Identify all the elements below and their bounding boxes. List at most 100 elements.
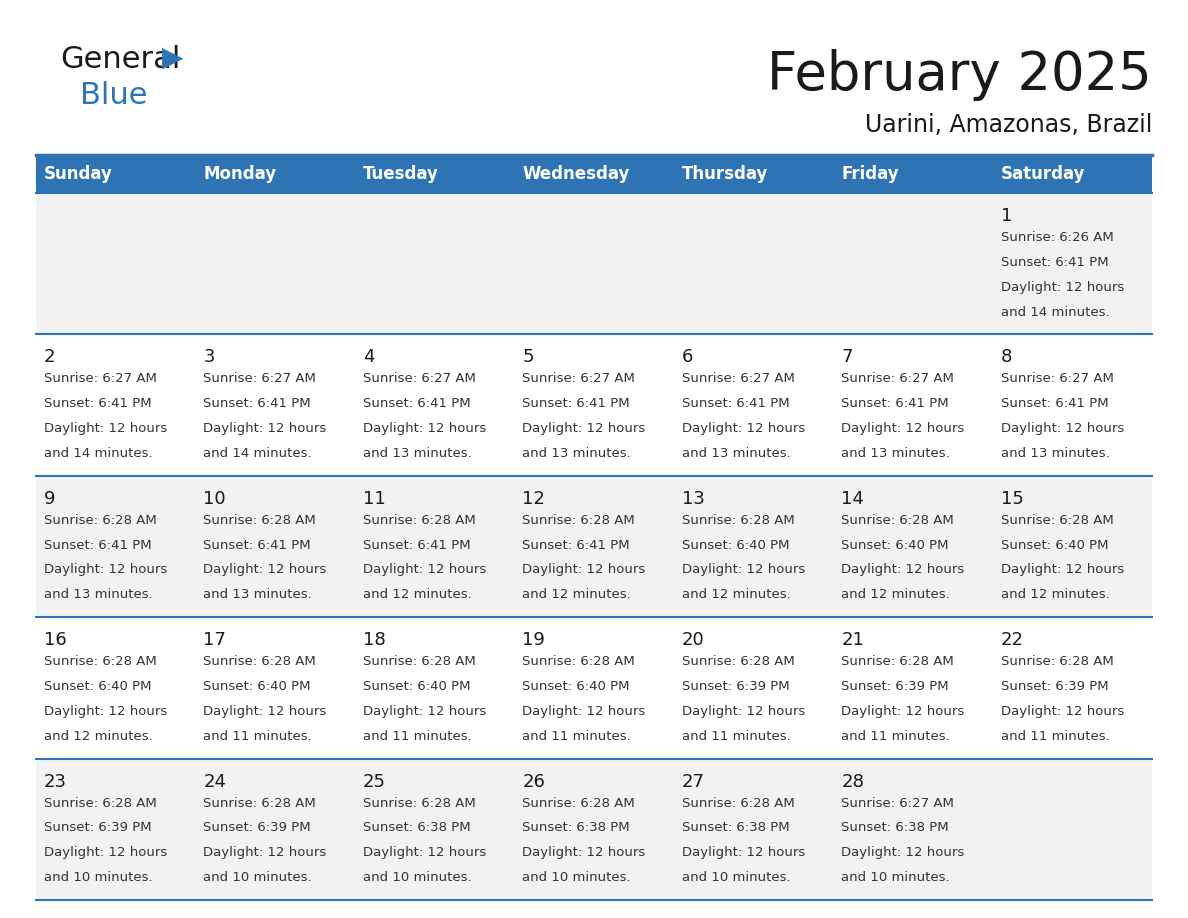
Text: Sunset: 6:40 PM: Sunset: 6:40 PM [203,680,311,693]
Text: Wednesday: Wednesday [523,165,630,183]
Text: Daylight: 12 hours: Daylight: 12 hours [203,846,327,859]
Text: Daylight: 12 hours: Daylight: 12 hours [841,705,965,718]
Text: Sunrise: 6:28 AM: Sunrise: 6:28 AM [203,655,316,668]
Text: Sunset: 6:41 PM: Sunset: 6:41 PM [44,539,152,552]
Text: Sunrise: 6:28 AM: Sunrise: 6:28 AM [523,655,636,668]
Text: Blue: Blue [80,81,147,109]
Text: 9: 9 [44,490,56,508]
Text: Saturday: Saturday [1000,165,1085,183]
Bar [36,334,1152,476]
Text: Sunrise: 6:28 AM: Sunrise: 6:28 AM [682,655,795,668]
Text: Uarini, Amazonas, Brazil: Uarini, Amazonas, Brazil [865,113,1152,137]
Text: Daylight: 12 hours: Daylight: 12 hours [841,846,965,859]
Text: and 11 minutes.: and 11 minutes. [1000,730,1110,743]
Text: and 14 minutes.: and 14 minutes. [44,447,152,460]
Text: 19: 19 [523,632,545,649]
Text: Sunset: 6:41 PM: Sunset: 6:41 PM [682,397,789,410]
Text: and 14 minutes.: and 14 minutes. [1000,306,1110,319]
Text: Sunrise: 6:28 AM: Sunrise: 6:28 AM [362,797,475,810]
Text: Sunset: 6:38 PM: Sunset: 6:38 PM [362,822,470,834]
Text: and 10 minutes.: and 10 minutes. [44,871,152,884]
Bar [36,193,1152,334]
Text: and 11 minutes.: and 11 minutes. [203,730,312,743]
Text: Sunrise: 6:28 AM: Sunrise: 6:28 AM [44,655,157,668]
Text: Daylight: 12 hours: Daylight: 12 hours [1000,705,1124,718]
Text: Daylight: 12 hours: Daylight: 12 hours [362,422,486,435]
Text: Daylight: 12 hours: Daylight: 12 hours [682,846,805,859]
Text: ▶: ▶ [162,44,183,72]
Text: Daylight: 12 hours: Daylight: 12 hours [44,422,168,435]
Text: and 11 minutes.: and 11 minutes. [523,730,631,743]
Text: Sunrise: 6:27 AM: Sunrise: 6:27 AM [203,373,316,386]
Text: Daylight: 12 hours: Daylight: 12 hours [44,564,168,577]
Text: 18: 18 [362,632,386,649]
Text: Sunrise: 6:28 AM: Sunrise: 6:28 AM [362,655,475,668]
Text: 26: 26 [523,773,545,790]
Text: Sunset: 6:41 PM: Sunset: 6:41 PM [203,539,311,552]
Text: Sunrise: 6:28 AM: Sunrise: 6:28 AM [1000,514,1113,527]
Text: Daylight: 12 hours: Daylight: 12 hours [1000,422,1124,435]
Text: Daylight: 12 hours: Daylight: 12 hours [1000,564,1124,577]
Text: Sunset: 6:39 PM: Sunset: 6:39 PM [841,680,949,693]
Text: 27: 27 [682,773,704,790]
Text: Sunrise: 6:28 AM: Sunrise: 6:28 AM [1000,655,1113,668]
Text: Sunrise: 6:27 AM: Sunrise: 6:27 AM [44,373,157,386]
Text: 3: 3 [203,349,215,366]
Text: Friday: Friday [841,165,899,183]
Text: and 13 minutes.: and 13 minutes. [44,588,153,601]
Text: Sunrise: 6:28 AM: Sunrise: 6:28 AM [203,797,316,810]
Text: Daylight: 12 hours: Daylight: 12 hours [1000,281,1124,294]
Text: Sunrise: 6:28 AM: Sunrise: 6:28 AM [682,514,795,527]
Text: and 11 minutes.: and 11 minutes. [362,730,472,743]
Text: 16: 16 [44,632,67,649]
Text: Sunrise: 6:28 AM: Sunrise: 6:28 AM [841,514,954,527]
Text: 21: 21 [841,632,864,649]
Text: and 10 minutes.: and 10 minutes. [523,871,631,884]
Text: and 10 minutes.: and 10 minutes. [841,871,949,884]
Text: Daylight: 12 hours: Daylight: 12 hours [682,422,805,435]
Text: 7: 7 [841,349,853,366]
Text: Daylight: 12 hours: Daylight: 12 hours [841,422,965,435]
Bar [36,155,1152,193]
Text: Sunset: 6:41 PM: Sunset: 6:41 PM [203,397,311,410]
Text: and 10 minutes.: and 10 minutes. [682,871,790,884]
Text: Sunset: 6:40 PM: Sunset: 6:40 PM [682,539,789,552]
Text: Sunrise: 6:28 AM: Sunrise: 6:28 AM [523,514,636,527]
Text: and 12 minutes.: and 12 minutes. [682,588,790,601]
Text: and 13 minutes.: and 13 minutes. [1000,447,1110,460]
Text: 24: 24 [203,773,227,790]
Text: 5: 5 [523,349,533,366]
Text: Daylight: 12 hours: Daylight: 12 hours [682,564,805,577]
Text: Sunset: 6:38 PM: Sunset: 6:38 PM [682,822,789,834]
Text: General: General [61,46,181,74]
Text: Thursday: Thursday [682,165,769,183]
Text: 6: 6 [682,349,693,366]
Text: Daylight: 12 hours: Daylight: 12 hours [362,705,486,718]
Text: Daylight: 12 hours: Daylight: 12 hours [203,422,327,435]
Text: Sunrise: 6:27 AM: Sunrise: 6:27 AM [682,373,795,386]
Text: 22: 22 [1000,632,1024,649]
Text: Sunset: 6:39 PM: Sunset: 6:39 PM [682,680,789,693]
Text: 4: 4 [362,349,374,366]
Text: 25: 25 [362,773,386,790]
Text: Sunrise: 6:27 AM: Sunrise: 6:27 AM [841,373,954,386]
Text: Daylight: 12 hours: Daylight: 12 hours [523,705,645,718]
Text: Daylight: 12 hours: Daylight: 12 hours [523,846,645,859]
Text: Daylight: 12 hours: Daylight: 12 hours [682,705,805,718]
Bar [36,476,1152,617]
Text: and 10 minutes.: and 10 minutes. [362,871,472,884]
Text: and 13 minutes.: and 13 minutes. [841,447,950,460]
Text: 17: 17 [203,632,226,649]
Text: Sunset: 6:40 PM: Sunset: 6:40 PM [841,539,949,552]
Text: Sunrise: 6:28 AM: Sunrise: 6:28 AM [523,797,636,810]
Text: Daylight: 12 hours: Daylight: 12 hours [203,564,327,577]
Text: Sunrise: 6:28 AM: Sunrise: 6:28 AM [841,655,954,668]
Text: Sunrise: 6:28 AM: Sunrise: 6:28 AM [203,514,316,527]
Text: and 12 minutes.: and 12 minutes. [44,730,153,743]
Text: and 13 minutes.: and 13 minutes. [682,447,790,460]
Text: Sunset: 6:39 PM: Sunset: 6:39 PM [44,822,152,834]
Text: Sunset: 6:41 PM: Sunset: 6:41 PM [362,539,470,552]
Text: 2: 2 [44,349,56,366]
Text: Sunrise: 6:26 AM: Sunrise: 6:26 AM [1000,231,1113,244]
Text: Sunset: 6:40 PM: Sunset: 6:40 PM [362,680,470,693]
